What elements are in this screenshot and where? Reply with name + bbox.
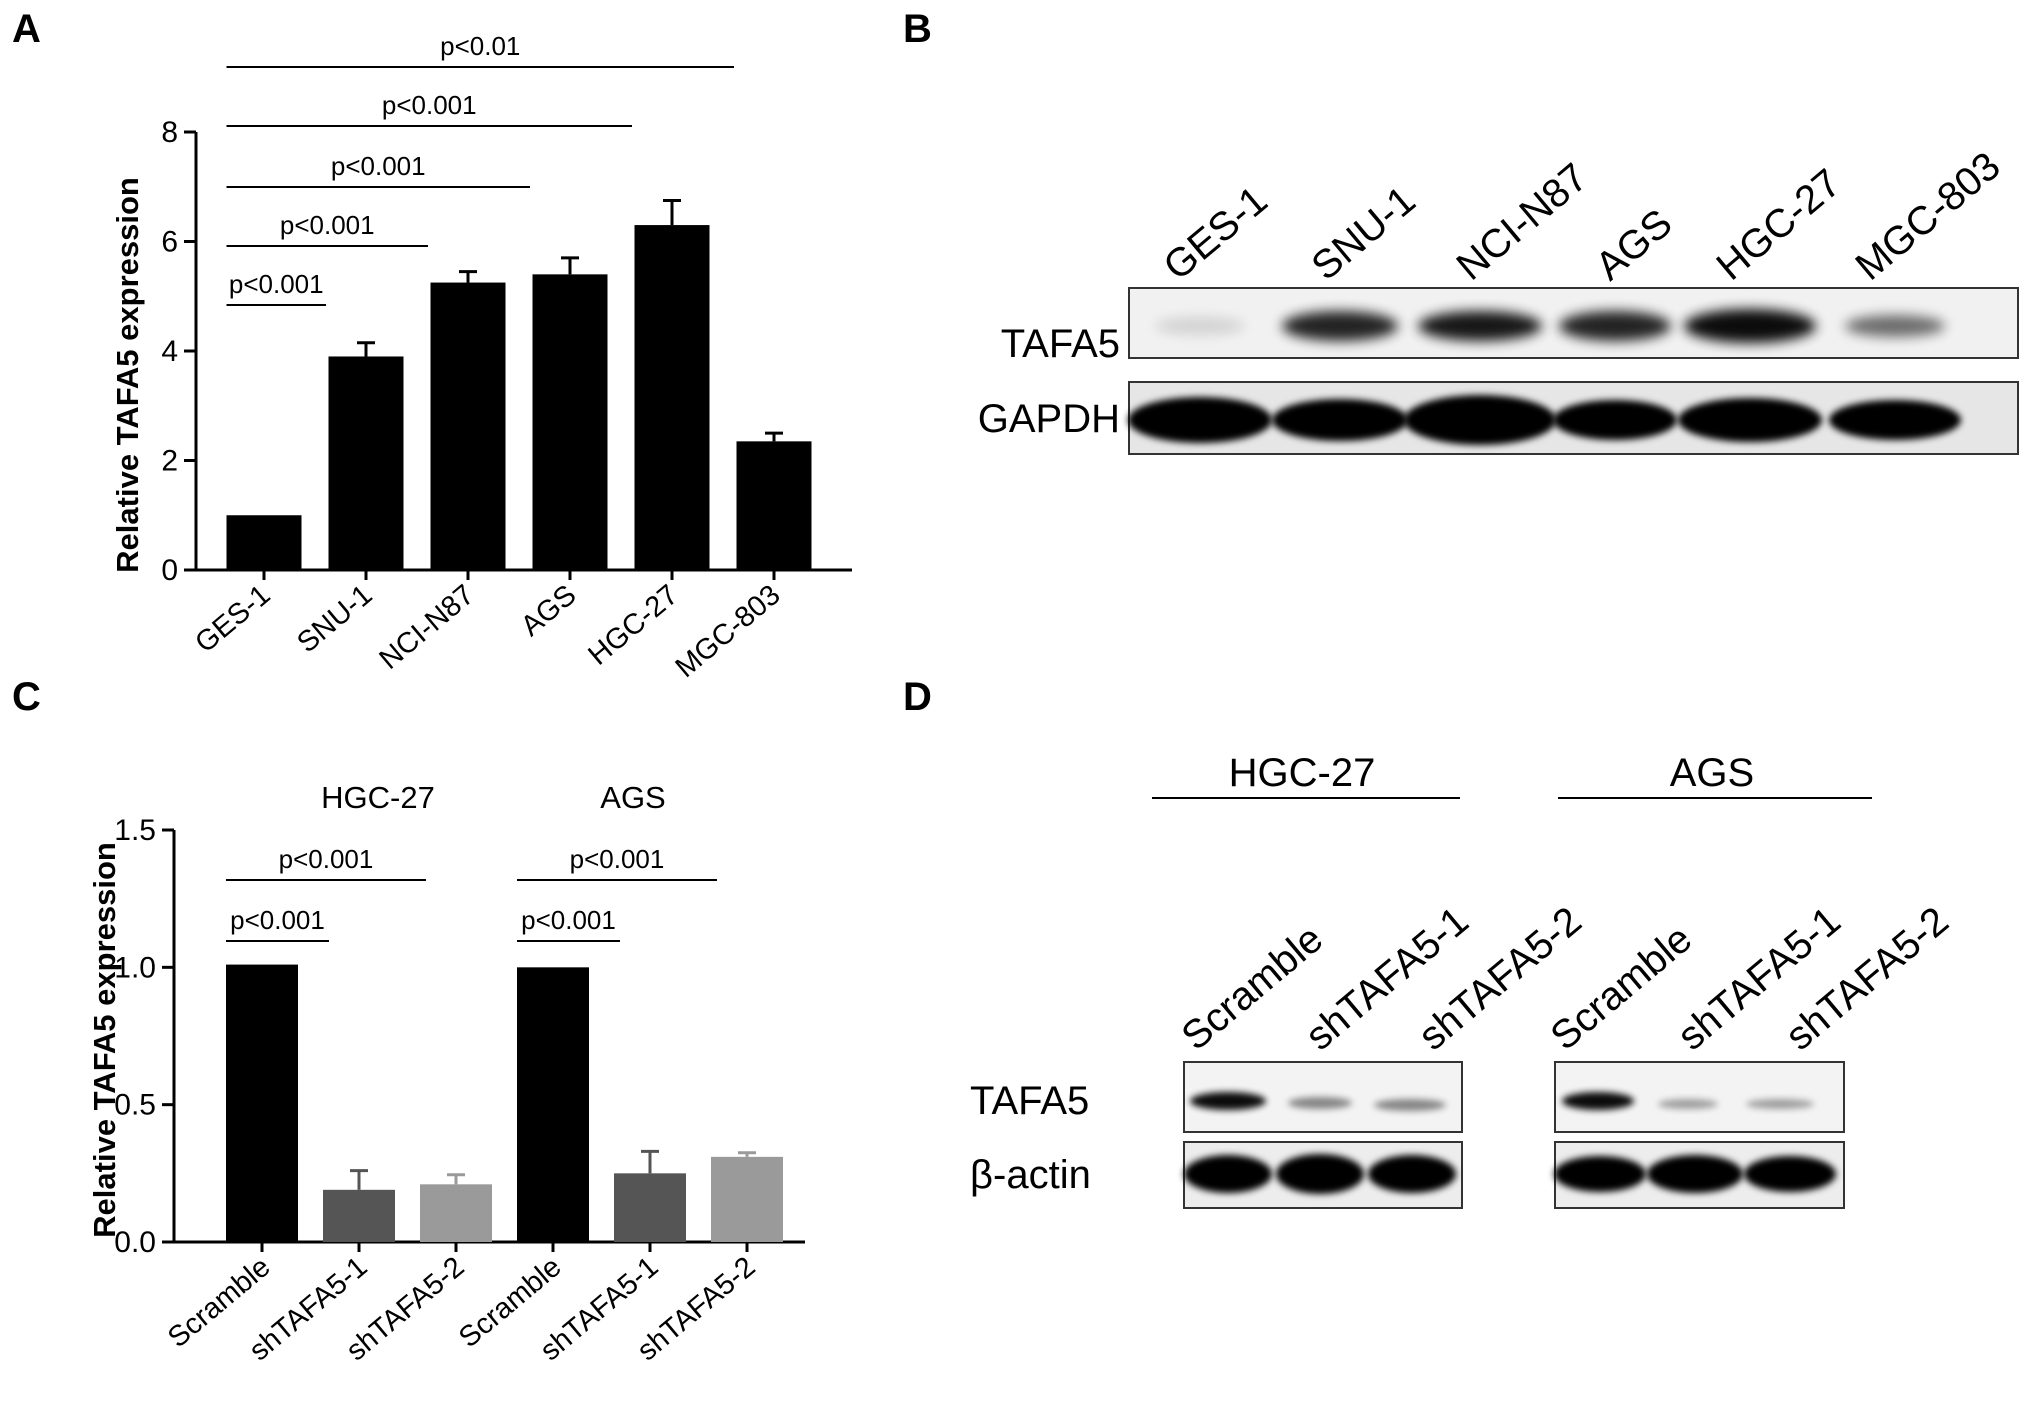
blot-d-group-label-ags: AGS bbox=[1670, 751, 1754, 795]
chart-c-significance-label: p<0.001 bbox=[570, 844, 665, 874]
chart-a-x-tick-label: HGC-27 bbox=[582, 579, 684, 672]
blot-b-row-label-tafa5: TAFA5 bbox=[1001, 322, 1120, 366]
blot-b-band bbox=[1684, 309, 1816, 343]
chart-c-group-label-hgc27: HGC-27 bbox=[321, 780, 435, 815]
blot-b-band bbox=[1128, 397, 1272, 443]
chart-a-x-tick-label: SNU-1 bbox=[291, 579, 378, 659]
chart-a-bar bbox=[226, 515, 302, 570]
chart-c-bar bbox=[323, 1189, 395, 1242]
chart-a-x-tick-label: GES-1 bbox=[189, 579, 276, 659]
chart-a-bar bbox=[634, 225, 710, 570]
blot-b-band bbox=[1553, 400, 1677, 440]
panel-letter-c: C bbox=[12, 675, 41, 719]
blot-d-row-label-tafa5: TAFA5 bbox=[970, 1079, 1089, 1123]
blot-b-band bbox=[1282, 311, 1398, 341]
chart-a-significance-label: p<0.001 bbox=[331, 151, 426, 181]
blot-b-lane-label: NCI-N87 bbox=[1449, 155, 1596, 289]
blot-d-band bbox=[1368, 1155, 1456, 1193]
blot-b-band bbox=[1272, 399, 1408, 441]
chart-a-significance-label: p<0.01 bbox=[440, 31, 520, 61]
chart-a-significance-label: p<0.001 bbox=[280, 210, 375, 240]
blot-b-band bbox=[1155, 317, 1245, 335]
chart-a-bar bbox=[328, 356, 404, 570]
blot-b-band bbox=[1678, 398, 1822, 442]
chart-c: Relative TAFA5 expression HGC-27 AGS 0.0… bbox=[87, 780, 805, 1367]
chart-c-y-tick-label: 0.5 bbox=[114, 1089, 156, 1122]
chart-c-y-tick-label: 1.0 bbox=[114, 951, 156, 984]
blot-b-lane-label: HGC-27 bbox=[1709, 161, 1850, 289]
blot-d-band bbox=[1658, 1099, 1718, 1109]
blot-d-group-label-hgc27: HGC-27 bbox=[1229, 751, 1376, 795]
blot-d-row-label-beta-actin: β-actin bbox=[970, 1153, 1091, 1197]
chart-c-bar bbox=[420, 1184, 492, 1242]
panel-letter-a: A bbox=[12, 7, 41, 51]
blot-b-band bbox=[1404, 395, 1556, 445]
chart-a-ylabel: Relative TAFA5 expression bbox=[110, 177, 145, 573]
chart-c-ylabel: Relative TAFA5 expression bbox=[87, 842, 122, 1238]
chart-c-significance-label: p<0.001 bbox=[279, 844, 374, 874]
chart-c-group-label-ags: AGS bbox=[600, 780, 665, 815]
blot-d-band bbox=[1554, 1156, 1646, 1192]
blot-d-band bbox=[1288, 1097, 1352, 1109]
panel-letter-b: B bbox=[903, 7, 932, 51]
blot-d-band bbox=[1190, 1092, 1266, 1110]
blot-b-band bbox=[1845, 315, 1945, 337]
chart-c-significance-label: p<0.001 bbox=[230, 905, 325, 935]
blot-d-band bbox=[1374, 1099, 1446, 1111]
blot-b-lane-label: SNU-1 bbox=[1304, 178, 1424, 289]
chart-a: Relative TAFA5 expression 0 2 4 6 8 GES-1 SNU-… bbox=[110, 31, 852, 684]
chart-a-bar bbox=[532, 274, 608, 570]
blot-b-band bbox=[1559, 311, 1671, 341]
blot-d-band bbox=[1276, 1154, 1364, 1194]
chart-a-x-tick-label: NCI-N87 bbox=[374, 579, 481, 676]
chart-c-bar bbox=[226, 964, 298, 1242]
chart-c-y-tick-label: 0.0 bbox=[114, 1226, 156, 1259]
chart-a-significance-label: p<0.001 bbox=[382, 90, 477, 120]
chart-a-x-tick-label: AGS bbox=[515, 579, 582, 643]
blot-d-band bbox=[1562, 1092, 1634, 1110]
blot-b-band bbox=[1829, 400, 1961, 440]
chart-c-bar bbox=[711, 1156, 783, 1242]
chart-a-y-tick-label: 8 bbox=[161, 116, 178, 149]
blot-b-lane-label: GES-1 bbox=[1156, 178, 1276, 289]
western-blot-d: HGC-27 AGS TAFA5 β-actin ScrambleshTAFA5… bbox=[970, 751, 1957, 1209]
blot-b-row-label-gapdh: GAPDH bbox=[978, 397, 1120, 441]
chart-a-y-tick-label: 6 bbox=[161, 226, 178, 259]
panel-letter-d: D bbox=[903, 675, 932, 719]
chart-a-y-tick-label: 0 bbox=[161, 554, 178, 587]
blot-b-lane-label: AGS bbox=[1588, 201, 1681, 289]
blot-b-band bbox=[1418, 311, 1542, 341]
chart-c-bar bbox=[614, 1173, 686, 1242]
blot-d-band bbox=[1184, 1155, 1272, 1193]
chart-c-significance-label: p<0.001 bbox=[521, 905, 616, 935]
blot-d-band bbox=[1746, 1099, 1814, 1109]
blot-d-band bbox=[1744, 1156, 1836, 1192]
blot-d-band bbox=[1647, 1155, 1743, 1193]
chart-a-x-tick-label: MGC-803 bbox=[670, 579, 787, 684]
chart-a-bar bbox=[430, 282, 506, 570]
chart-a-significance-label: p<0.001 bbox=[229, 269, 324, 299]
chart-a-y-tick-label: 2 bbox=[161, 445, 178, 478]
chart-c-y-tick-label: 1.5 bbox=[114, 814, 156, 847]
chart-c-bar bbox=[517, 967, 589, 1242]
blot-b-lane-label: MGC-803 bbox=[1848, 144, 2009, 289]
chart-a-bar bbox=[736, 441, 812, 570]
chart-a-y-tick-label: 4 bbox=[161, 335, 178, 368]
